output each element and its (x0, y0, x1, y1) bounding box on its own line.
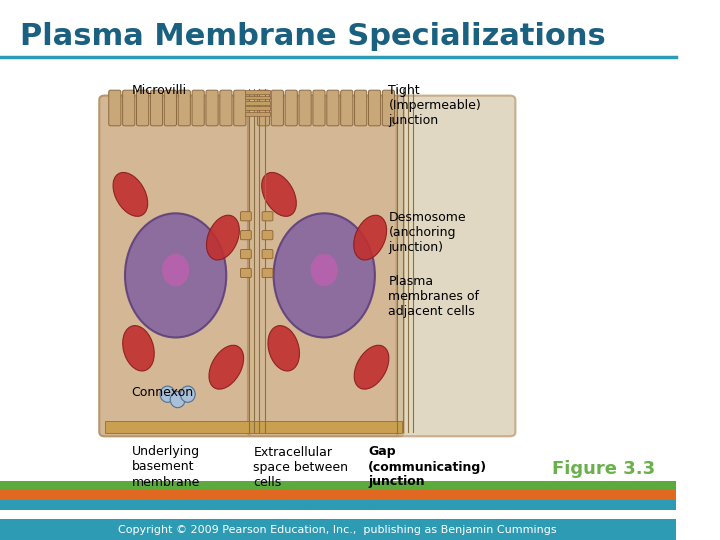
Text: Plasma Membrane Specializations: Plasma Membrane Specializations (20, 22, 606, 51)
FancyBboxPatch shape (150, 90, 163, 126)
FancyBboxPatch shape (240, 268, 251, 278)
Text: Extracellular
space between
cells: Extracellular space between cells (253, 446, 348, 489)
FancyBboxPatch shape (257, 90, 269, 126)
FancyBboxPatch shape (206, 90, 218, 126)
FancyBboxPatch shape (109, 90, 121, 126)
Bar (104, 421, 402, 433)
FancyBboxPatch shape (220, 90, 232, 126)
FancyBboxPatch shape (341, 90, 353, 126)
Bar (245, 90, 270, 94)
Text: Gap
(communicating)
junction: Gap (communicating) junction (368, 446, 487, 489)
Ellipse shape (274, 213, 375, 338)
FancyBboxPatch shape (262, 212, 273, 221)
Ellipse shape (268, 326, 300, 371)
FancyBboxPatch shape (262, 268, 273, 278)
FancyBboxPatch shape (354, 90, 366, 126)
FancyBboxPatch shape (192, 90, 204, 126)
Bar (245, 112, 270, 116)
Ellipse shape (181, 386, 195, 402)
Ellipse shape (160, 386, 175, 402)
Ellipse shape (261, 172, 297, 217)
Text: Desmosome
(anchoring
junction): Desmosome (anchoring junction) (388, 211, 466, 254)
FancyBboxPatch shape (382, 90, 395, 126)
FancyBboxPatch shape (248, 96, 404, 436)
Text: Plasma
membranes of
adjacent cells: Plasma membranes of adjacent cells (388, 275, 480, 319)
Ellipse shape (354, 345, 389, 389)
FancyBboxPatch shape (369, 90, 381, 126)
FancyBboxPatch shape (313, 90, 325, 126)
Bar (0, 500, 675, 510)
FancyBboxPatch shape (240, 249, 251, 259)
FancyBboxPatch shape (234, 90, 246, 126)
Ellipse shape (125, 213, 226, 338)
Text: Tight
(Impermeable)
junction: Tight (Impermeable) junction (388, 84, 481, 127)
Text: Copyright © 2009 Pearson Education, Inc.,  publishing as Benjamin Cummings: Copyright © 2009 Pearson Education, Inc.… (119, 525, 557, 535)
Bar (245, 101, 270, 105)
Ellipse shape (162, 254, 189, 286)
FancyBboxPatch shape (285, 90, 297, 126)
FancyBboxPatch shape (240, 212, 251, 221)
FancyBboxPatch shape (137, 90, 149, 126)
Bar (245, 96, 270, 99)
FancyBboxPatch shape (99, 96, 256, 436)
Bar (0, 490, 675, 500)
Ellipse shape (209, 345, 243, 389)
FancyBboxPatch shape (178, 90, 190, 126)
FancyBboxPatch shape (397, 96, 516, 436)
FancyBboxPatch shape (240, 231, 251, 240)
Text: Connexon: Connexon (132, 386, 194, 399)
Ellipse shape (113, 172, 148, 217)
FancyBboxPatch shape (327, 90, 339, 126)
FancyBboxPatch shape (122, 90, 135, 126)
FancyBboxPatch shape (271, 90, 284, 126)
Text: Underlying
basement
membrane: Underlying basement membrane (132, 446, 200, 489)
FancyBboxPatch shape (262, 249, 273, 259)
FancyBboxPatch shape (262, 231, 273, 240)
Ellipse shape (354, 215, 387, 260)
Ellipse shape (122, 326, 154, 371)
Bar (0, 510, 675, 519)
Text: Microvilli: Microvilli (132, 84, 187, 97)
Ellipse shape (207, 215, 239, 260)
Bar (245, 106, 270, 110)
Ellipse shape (170, 392, 185, 408)
Bar (0, 481, 675, 490)
Ellipse shape (311, 254, 338, 286)
FancyBboxPatch shape (299, 90, 311, 126)
Bar (0, 519, 675, 540)
Text: Figure 3.3: Figure 3.3 (552, 460, 655, 478)
FancyBboxPatch shape (164, 90, 176, 126)
